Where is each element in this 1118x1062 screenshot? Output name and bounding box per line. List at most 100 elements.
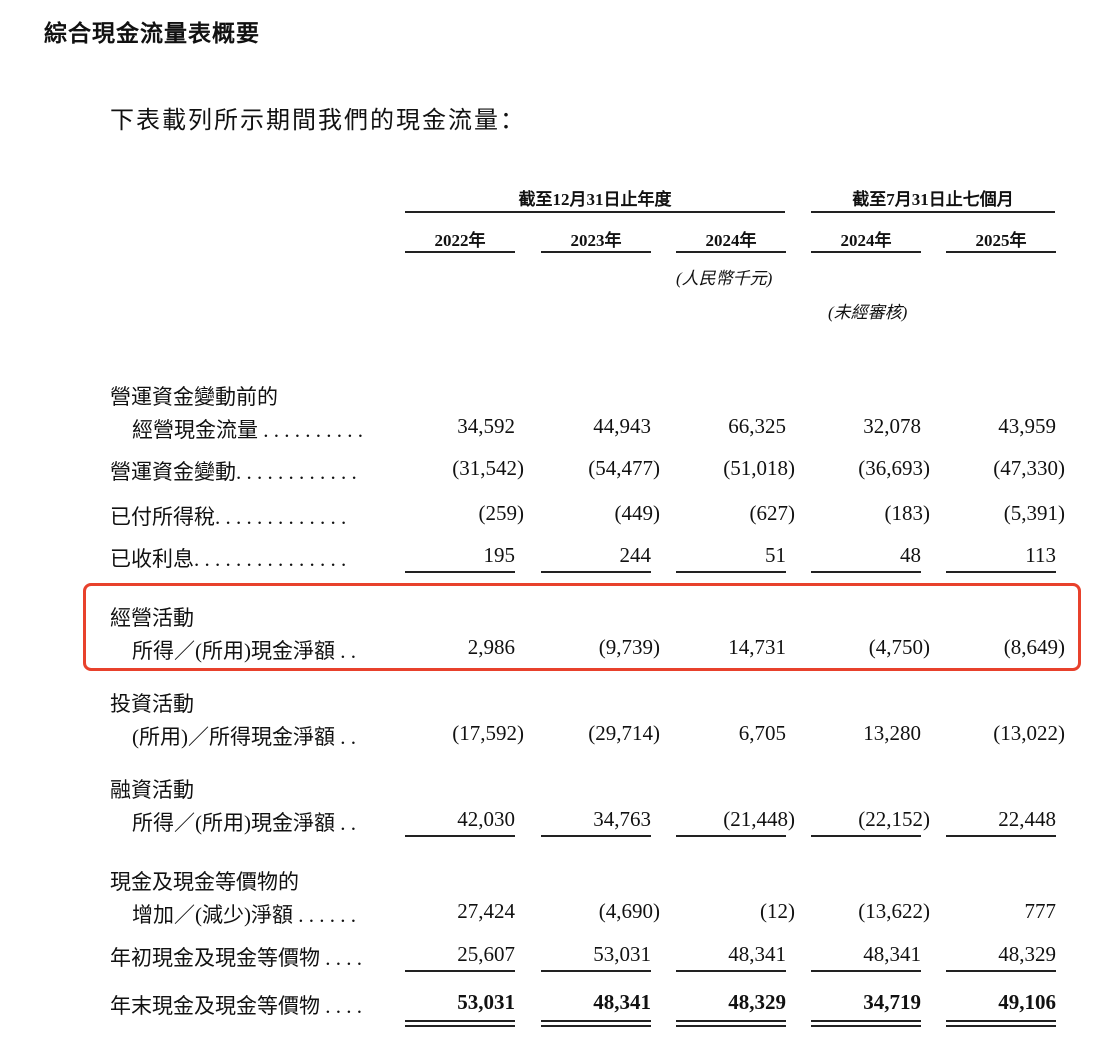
cell-value: (13,622) [858, 899, 930, 923]
cell-value: (12) [760, 899, 795, 923]
cell-value: (9,739) [598, 635, 660, 659]
cell-value: 44,943 [593, 414, 651, 438]
row-label: 增加／(減少)淨額 . . . . . . [132, 903, 356, 927]
cell-value: 53,031 [593, 942, 651, 966]
total-rule [405, 1020, 515, 1022]
cell-value: (449) [614, 501, 661, 525]
total-rule [405, 970, 515, 972]
cell-value: (5,391) [1003, 501, 1065, 525]
row-label: (所用)／所得現金淨額 . . [132, 725, 356, 749]
cell-value: 48,341 [593, 990, 651, 1014]
cell-value: 14,731 [728, 635, 786, 659]
cell-value: (4,750) [868, 635, 930, 659]
total-rule [541, 571, 651, 573]
cell-value: 777 [1024, 899, 1057, 923]
cell-value: (21,448) [723, 807, 795, 831]
cell-value: 43,959 [998, 414, 1056, 438]
cell-value: 34,719 [863, 990, 921, 1014]
total-rule [676, 1020, 786, 1022]
column-rule [811, 251, 921, 253]
cell-value: 53,031 [457, 990, 515, 1014]
currency-note: (人民幣千元) [676, 269, 773, 288]
row-label: 經營現金流量 . . . . . . . . . . [132, 418, 363, 442]
cell-value: 195 [483, 543, 516, 567]
row-label-heading: 經營活動 [110, 606, 194, 630]
cell-value: 25,607 [457, 942, 515, 966]
total-rule [676, 970, 786, 972]
cell-value: (8,649) [1003, 635, 1065, 659]
total-rule [811, 1025, 921, 1027]
cell-value: 49,106 [998, 990, 1056, 1014]
total-rule [541, 1025, 651, 1027]
column-rule [946, 251, 1056, 253]
total-rule [541, 970, 651, 972]
cell-value: 48,329 [728, 990, 786, 1014]
year-header: 2022年 [434, 231, 486, 250]
cell-value: 22,448 [998, 807, 1056, 831]
column-rule [676, 251, 786, 253]
cell-value: 48,341 [728, 942, 786, 966]
year-header: 2024年 [840, 231, 892, 250]
row-label-heading: 融資活動 [110, 778, 194, 802]
row-label: 所得／(所用)現金淨額 . . [132, 811, 356, 835]
column-rule [405, 251, 515, 253]
row-label-heading: 現金及現金等價物的 [110, 870, 299, 894]
cell-value: 48 [900, 543, 921, 567]
cell-value: (47,330) [993, 456, 1065, 480]
total-rule [405, 571, 515, 573]
cell-value: 34,592 [457, 414, 515, 438]
cell-value: 27,424 [457, 899, 515, 923]
group-header-annual: 截至12月31日止年度 [518, 190, 672, 209]
total-rule [676, 571, 786, 573]
group-rule [811, 211, 1055, 213]
column-rule [541, 251, 651, 253]
cell-value: 244 [619, 543, 652, 567]
cell-value: 6,705 [738, 721, 786, 745]
cell-value: 13,280 [863, 721, 921, 745]
cell-value: (22,152) [858, 807, 930, 831]
cell-value: 42,030 [457, 807, 515, 831]
total-rule [946, 1025, 1056, 1027]
cell-value: (17,592) [452, 721, 524, 745]
total-rule [811, 835, 921, 837]
row-label: 年末現金及現金等價物 . . . . [110, 994, 362, 1018]
year-header: 2023年 [570, 231, 622, 250]
row-label-heading: 投資活動 [110, 692, 194, 716]
total-rule [811, 571, 921, 573]
cell-value: (51,018) [723, 456, 795, 480]
cell-value: (36,693) [858, 456, 930, 480]
year-header: 2024年 [705, 231, 757, 250]
cell-value: 48,329 [998, 942, 1056, 966]
total-rule [676, 835, 786, 837]
total-rule [405, 835, 515, 837]
row-label-heading: 營運資金變動前的 [110, 385, 278, 409]
cell-value: 66,325 [728, 414, 786, 438]
highlight-box [83, 583, 1081, 671]
cell-value: 32,078 [863, 414, 921, 438]
section-title: 綜合現金流量表概要 [44, 21, 260, 46]
group-rule [405, 211, 785, 213]
row-label: 已收利息. . . . . . . . . . . . . . . [110, 547, 347, 571]
intro-text: 下表載列所示期間我們的現金流量： [110, 108, 526, 134]
cell-value: (183) [884, 501, 931, 525]
group-header-seven-months: 截至7月31日止七個月 [852, 190, 1014, 209]
year-header: 2025年 [975, 231, 1027, 250]
total-rule [946, 571, 1056, 573]
cell-value: (29,714) [588, 721, 660, 745]
row-label: 營運資金變動. . . . . . . . . . . . [110, 460, 357, 484]
total-rule [541, 1020, 651, 1022]
total-rule [811, 1020, 921, 1022]
cell-value: (627) [749, 501, 796, 525]
total-rule [946, 970, 1056, 972]
total-rule [946, 1020, 1056, 1022]
cell-value: (259) [478, 501, 525, 525]
cell-value: 2,986 [467, 635, 515, 659]
cell-value: (54,477) [588, 456, 660, 480]
cell-value: 48,341 [863, 942, 921, 966]
cell-value: (13,022) [993, 721, 1065, 745]
total-rule [676, 1025, 786, 1027]
cell-value: 34,763 [593, 807, 651, 831]
row-label: 所得／(所用)現金淨額 . . [132, 639, 356, 663]
total-rule [811, 970, 921, 972]
